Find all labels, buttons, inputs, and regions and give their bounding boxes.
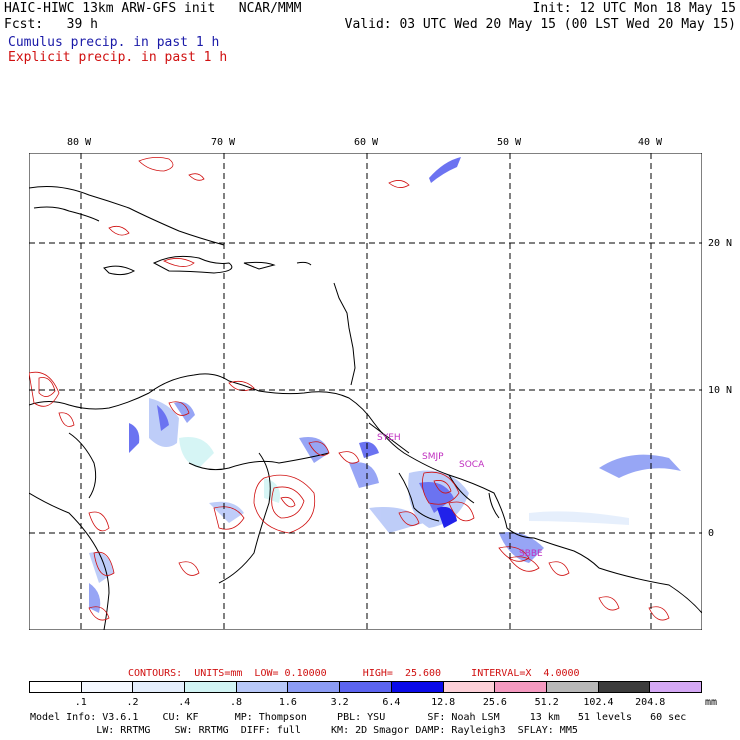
legend-swatch <box>495 682 547 692</box>
legend-swatch <box>391 682 444 692</box>
lon-label-50w: 50 W <box>497 137 522 148</box>
station-label-smjp: SMJP <box>422 452 444 462</box>
header-valid-time: Valid: 03 UTC Wed 20 May 15 (00 LST Wed … <box>344 17 736 32</box>
legend-value-label: .2 <box>126 697 139 708</box>
coastlines <box>29 186 702 630</box>
legend-value-label: 204.8 <box>635 697 666 708</box>
legend-swatch <box>340 682 392 692</box>
legend-value-label: 102.4 <box>583 697 614 708</box>
station-label-sbbe: SBBE <box>519 549 543 559</box>
lat-label-20n: 20 N <box>708 238 733 249</box>
legend-value-label: .4 <box>178 697 191 708</box>
cumulus-precip-shading <box>89 157 681 613</box>
legend-value-label: 12.8 <box>431 697 456 708</box>
legend-unit: mm <box>705 697 718 708</box>
header-cumulus-label: Cumulus precip. in past 1 h <box>8 35 220 50</box>
legend-swatch <box>443 682 496 692</box>
legend-swatch <box>236 682 289 692</box>
station-label-soca: SOCA <box>459 460 485 470</box>
legend-value-label: .1 <box>74 697 87 708</box>
legend-swatch <box>185 682 237 692</box>
header-explicit-label: Explicit precip. in past 1 h <box>8 50 228 65</box>
lon-label-70w: 70 W <box>211 137 236 148</box>
legend-swatch <box>546 682 599 692</box>
footer-model-info: Model Info: V3.6.1 CU: KF MP: Thompson P… <box>30 712 687 723</box>
legend-value-label: 3.2 <box>330 697 349 708</box>
lat-lon-grid <box>29 153 702 630</box>
lon-label-60w: 60 W <box>354 137 379 148</box>
legend-value-label: 6.4 <box>382 697 401 708</box>
header-forecast-hour: Fcst: 39 h <box>4 17 98 32</box>
lat-label-10n: 10 N <box>708 385 733 396</box>
legend-value-label: 25.6 <box>482 697 507 708</box>
legend-swatch <box>650 682 701 692</box>
precip-map: SYEH SMJP SOCA SBBE <box>29 153 702 630</box>
legend-swatch <box>81 682 134 692</box>
legend-value-label: 51.2 <box>534 697 559 708</box>
contours-info: CONTOURS: UNITS=mm LOW= 0.10000 HIGH= 25… <box>128 668 580 679</box>
legend-color-bar <box>29 681 702 693</box>
legend-swatch <box>30 682 82 692</box>
lon-label-40w: 40 W <box>638 137 663 148</box>
legend-swatch <box>288 682 341 692</box>
footer-physics-info: LW: RRTMG SW: RRTMG DIFF: full KM: 2D Sm… <box>30 725 578 736</box>
header-title: HAIC-HIWC 13km ARW-GFS init NCAR/MMM <box>4 1 302 16</box>
legend-swatch <box>133 682 186 692</box>
legend-value-label: .8 <box>230 697 243 708</box>
header-init-time: Init: 12 UTC Mon 18 May 15 <box>532 1 737 16</box>
map-frame <box>29 153 702 630</box>
legend-swatch <box>598 682 651 692</box>
station-label-syeh: SYEH <box>377 433 401 443</box>
legend-value-label: 1.6 <box>278 697 297 708</box>
lat-label-0: 0 <box>708 528 715 539</box>
lon-label-80w: 80 W <box>67 137 92 148</box>
